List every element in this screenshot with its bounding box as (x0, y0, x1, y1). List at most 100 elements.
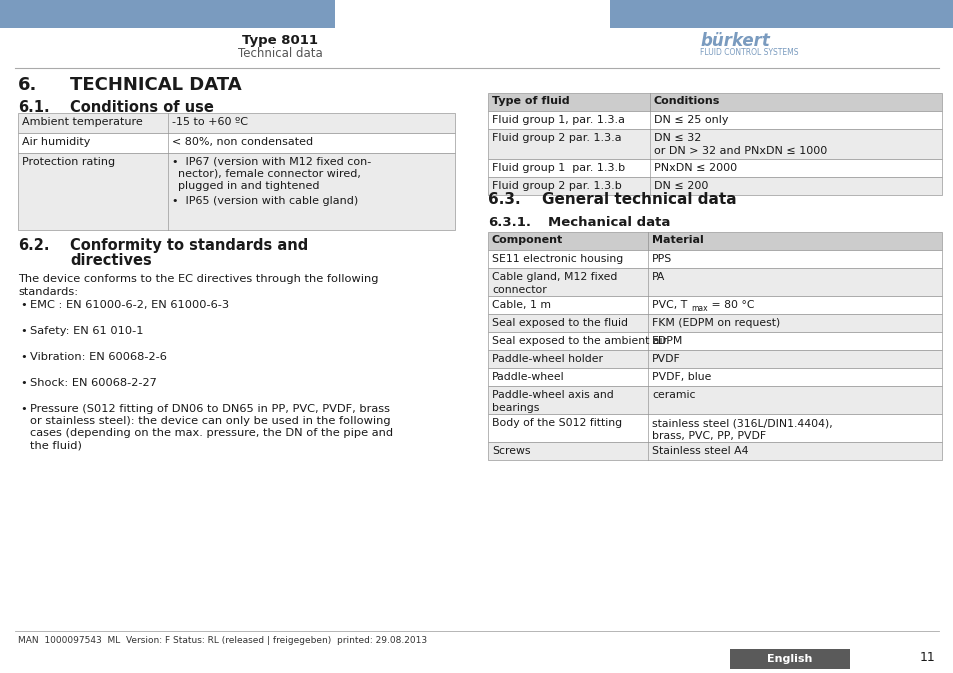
Text: cases (depending on the max. pressure, the DN of the pipe and: cases (depending on the max. pressure, t… (30, 428, 393, 438)
Text: Protection rating: Protection rating (22, 157, 115, 167)
Text: Conditions of use: Conditions of use (70, 100, 213, 115)
Text: PNxDN ≤ 2000: PNxDN ≤ 2000 (654, 163, 737, 173)
Text: Pressure (S012 fitting of DN06 to DN65 in PP, PVC, PVDF, brass: Pressure (S012 fitting of DN06 to DN65 i… (30, 404, 390, 414)
Text: DN ≤ 25 only: DN ≤ 25 only (654, 115, 728, 125)
Text: Cable, 1 m: Cable, 1 m (492, 300, 551, 310)
Bar (488, 350, 941, 368)
Text: Material: Material (651, 235, 703, 245)
Text: Paddle-wheel axis and: Paddle-wheel axis and (492, 390, 613, 400)
Text: Stainless steel A4: Stainless steel A4 (651, 446, 748, 456)
Text: General technical data: General technical data (541, 192, 736, 207)
Bar (488, 332, 941, 350)
Text: Shock: EN 60068-2-27: Shock: EN 60068-2-27 (30, 378, 156, 388)
Text: or stainless steel): the device can only be used in the following: or stainless steel): the device can only… (30, 416, 390, 426)
Text: •: • (20, 326, 27, 336)
Text: Fluid group 2 par. 1.3.a: Fluid group 2 par. 1.3.a (492, 133, 621, 143)
Text: Conditions: Conditions (654, 96, 720, 106)
Text: Technical data: Technical data (237, 47, 322, 60)
Text: Conformity to standards and: Conformity to standards and (70, 238, 308, 253)
Text: or DN > 32 and PNxDN ≤ 1000: or DN > 32 and PNxDN ≤ 1000 (654, 146, 826, 156)
Text: Seal exposed to the ambient air: Seal exposed to the ambient air (492, 336, 666, 346)
Bar (18, 113, 455, 133)
Text: The device conforms to the EC directives through the following: The device conforms to the EC directives… (18, 274, 378, 284)
Text: 6.3.1.: 6.3.1. (488, 216, 531, 229)
Text: stainless steel (316L/DIN1.4404),: stainless steel (316L/DIN1.4404), (651, 418, 832, 428)
Text: Cable gland, M12 fixed: Cable gland, M12 fixed (492, 272, 617, 282)
Text: the fluid): the fluid) (30, 440, 82, 450)
Text: = 80 °C: = 80 °C (707, 300, 754, 310)
Text: EDPM: EDPM (651, 336, 682, 346)
Text: 6.: 6. (18, 76, 37, 94)
Text: •: • (20, 300, 27, 310)
Text: 6.2.: 6.2. (18, 238, 50, 253)
Text: DN ≤ 200: DN ≤ 200 (654, 181, 708, 191)
Text: PA: PA (651, 272, 664, 282)
Text: FKM (EDPM on request): FKM (EDPM on request) (651, 318, 780, 328)
Text: PVDF, blue: PVDF, blue (651, 372, 711, 382)
Text: PVC, T: PVC, T (651, 300, 686, 310)
Bar (488, 232, 941, 250)
Text: MAN  1000097543  ML  Version: F Status: RL (released | freigegeben)  printed: 29: MAN 1000097543 ML Version: F Status: RL … (18, 636, 427, 645)
Bar (488, 250, 941, 268)
Text: Fluid group 2 par. 1.3.b: Fluid group 2 par. 1.3.b (492, 181, 621, 191)
Text: Body of the S012 fitting: Body of the S012 fitting (492, 418, 621, 428)
Text: plugged in and tightened: plugged in and tightened (178, 181, 319, 191)
Text: EMC : EN 61000-6-2, EN 61000-6-3: EMC : EN 61000-6-2, EN 61000-6-3 (30, 300, 229, 310)
Bar (488, 129, 941, 159)
Bar (488, 296, 941, 314)
Text: standards:: standards: (18, 287, 78, 297)
Text: •: • (20, 404, 27, 414)
Bar (488, 368, 941, 386)
Text: English: English (766, 654, 812, 664)
Bar (729, 649, 849, 669)
Bar (488, 314, 941, 332)
Text: Paddle-wheel: Paddle-wheel (492, 372, 564, 382)
Text: Screws: Screws (492, 446, 530, 456)
Text: Fluid group 1, par. 1.3.a: Fluid group 1, par. 1.3.a (492, 115, 624, 125)
Text: 6.1.: 6.1. (18, 100, 50, 115)
Text: TECHNICAL DATA: TECHNICAL DATA (70, 76, 241, 94)
Text: max: max (690, 304, 707, 313)
Text: Component: Component (492, 235, 562, 245)
Text: •: • (20, 378, 27, 388)
Bar (488, 442, 941, 460)
Text: bearings: bearings (492, 403, 538, 413)
Text: connector: connector (492, 285, 546, 295)
Text: Ambient temperature: Ambient temperature (22, 117, 143, 127)
Text: brass, PVC, PP, PVDF: brass, PVC, PP, PVDF (651, 431, 765, 441)
Text: Air humidity: Air humidity (22, 137, 91, 147)
Text: •  IP65 (version with cable gland): • IP65 (version with cable gland) (172, 196, 358, 206)
Text: SE11 electronic housing: SE11 electronic housing (492, 254, 622, 264)
Text: directives: directives (70, 253, 152, 268)
Bar (488, 177, 941, 195)
Text: PVDF: PVDF (651, 354, 680, 364)
Text: DN ≤ 32: DN ≤ 32 (654, 133, 700, 143)
Text: •  IP67 (version with M12 fixed con-: • IP67 (version with M12 fixed con- (172, 157, 371, 167)
Text: PPS: PPS (651, 254, 672, 264)
Bar (488, 111, 941, 129)
Text: Paddle-wheel holder: Paddle-wheel holder (492, 354, 602, 364)
Bar (18, 133, 455, 153)
Text: bürkert: bürkert (700, 32, 769, 50)
Text: Fluid group 1  par. 1.3.b: Fluid group 1 par. 1.3.b (492, 163, 624, 173)
Text: FLUID CONTROL SYSTEMS: FLUID CONTROL SYSTEMS (700, 48, 798, 57)
Text: Safety: EN 61 010-1: Safety: EN 61 010-1 (30, 326, 143, 336)
Text: Seal exposed to the fluid: Seal exposed to the fluid (492, 318, 627, 328)
Text: ceramic: ceramic (651, 390, 695, 400)
Bar (488, 268, 941, 296)
Text: < 80%, non condensated: < 80%, non condensated (172, 137, 313, 147)
Bar (488, 93, 941, 111)
Text: •: • (20, 352, 27, 362)
Bar (488, 386, 941, 414)
Bar (488, 159, 941, 177)
Text: 11: 11 (919, 651, 935, 664)
Bar (609, 0, 953, 28)
Text: Mechanical data: Mechanical data (547, 216, 670, 229)
Text: -15 to +60 ºC: -15 to +60 ºC (172, 117, 248, 127)
Text: Vibration: EN 60068-2-6: Vibration: EN 60068-2-6 (30, 352, 167, 362)
Bar (488, 414, 941, 442)
Bar (0, 0, 335, 28)
Text: Type 8011: Type 8011 (242, 34, 317, 47)
Text: Type of fluid: Type of fluid (492, 96, 569, 106)
Text: 6.3.: 6.3. (488, 192, 520, 207)
